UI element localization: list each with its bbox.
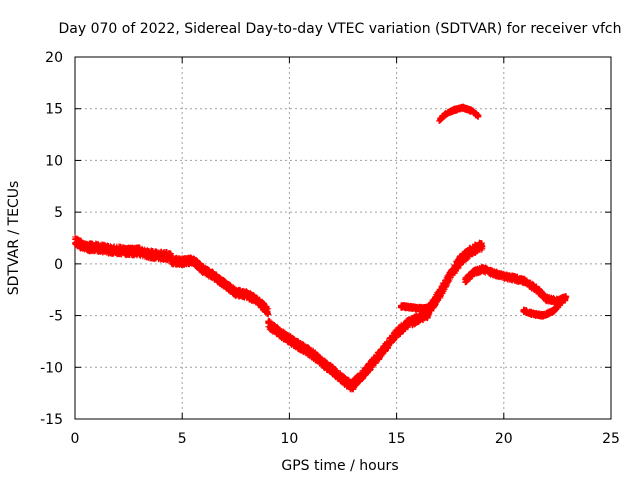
plot-frame bbox=[74, 56, 612, 420]
x-tick-label: 15 bbox=[388, 431, 406, 447]
x-tick-label: 0 bbox=[71, 431, 80, 447]
grid-lines bbox=[75, 57, 611, 419]
y-tick-label: 20 bbox=[45, 50, 63, 66]
axis-ticks: 0 5 10 15 20 25 -15 -10 -5 0 5 10 15 20 bbox=[40, 50, 620, 447]
y-tick-label: -5 bbox=[49, 309, 63, 325]
x-tick-label: 25 bbox=[602, 431, 620, 447]
x-tick-label: 20 bbox=[495, 431, 513, 447]
y-tick-label: -15 bbox=[40, 412, 63, 428]
x-tick-label: 5 bbox=[178, 431, 187, 447]
y-tick-label: 10 bbox=[45, 153, 63, 169]
y-tick-label: 0 bbox=[54, 257, 63, 273]
y-tick-label: 15 bbox=[45, 102, 63, 118]
chart-title: Day 070 of 2022, Sidereal Day-to-day VTE… bbox=[58, 21, 621, 37]
y-tick-label: -10 bbox=[40, 360, 63, 376]
data-points bbox=[72, 103, 570, 393]
x-tick-label: 10 bbox=[280, 431, 298, 447]
y-tick-label: 5 bbox=[54, 205, 63, 221]
